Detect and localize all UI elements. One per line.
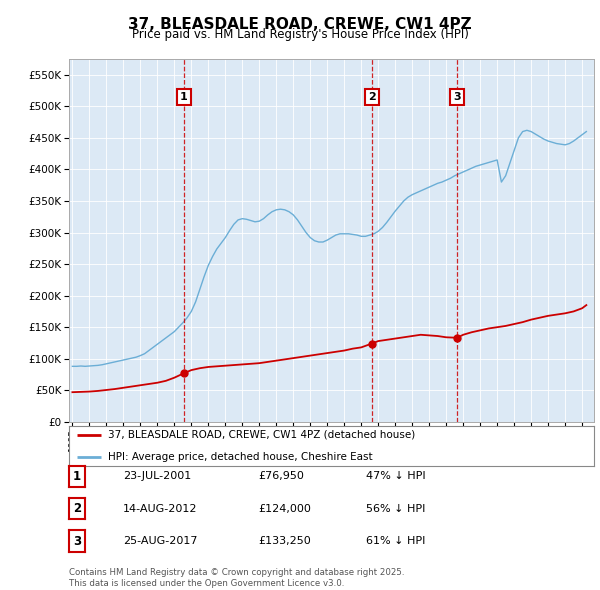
Text: 3: 3: [73, 535, 81, 548]
Text: Price paid vs. HM Land Registry's House Price Index (HPI): Price paid vs. HM Land Registry's House …: [131, 28, 469, 41]
Text: £124,000: £124,000: [258, 504, 311, 513]
Text: 1: 1: [73, 470, 81, 483]
Text: 14-AUG-2012: 14-AUG-2012: [123, 504, 197, 513]
Text: 25-AUG-2017: 25-AUG-2017: [123, 536, 197, 546]
Text: 47% ↓ HPI: 47% ↓ HPI: [366, 471, 425, 481]
Text: 56% ↓ HPI: 56% ↓ HPI: [366, 504, 425, 513]
Text: 37, BLEASDALE ROAD, CREWE, CW1 4PZ (detached house): 37, BLEASDALE ROAD, CREWE, CW1 4PZ (deta…: [109, 430, 416, 440]
Text: 2: 2: [368, 92, 376, 102]
Text: 1: 1: [180, 92, 188, 102]
Text: £76,950: £76,950: [258, 471, 304, 481]
Text: 37, BLEASDALE ROAD, CREWE, CW1 4PZ: 37, BLEASDALE ROAD, CREWE, CW1 4PZ: [128, 17, 472, 31]
Text: HPI: Average price, detached house, Cheshire East: HPI: Average price, detached house, Ches…: [109, 453, 373, 463]
Text: £133,250: £133,250: [258, 536, 311, 546]
Text: Contains HM Land Registry data © Crown copyright and database right 2025.
This d: Contains HM Land Registry data © Crown c…: [69, 568, 404, 588]
Text: 3: 3: [454, 92, 461, 102]
Text: 61% ↓ HPI: 61% ↓ HPI: [366, 536, 425, 546]
Text: 2: 2: [73, 502, 81, 515]
Text: 23-JUL-2001: 23-JUL-2001: [123, 471, 191, 481]
